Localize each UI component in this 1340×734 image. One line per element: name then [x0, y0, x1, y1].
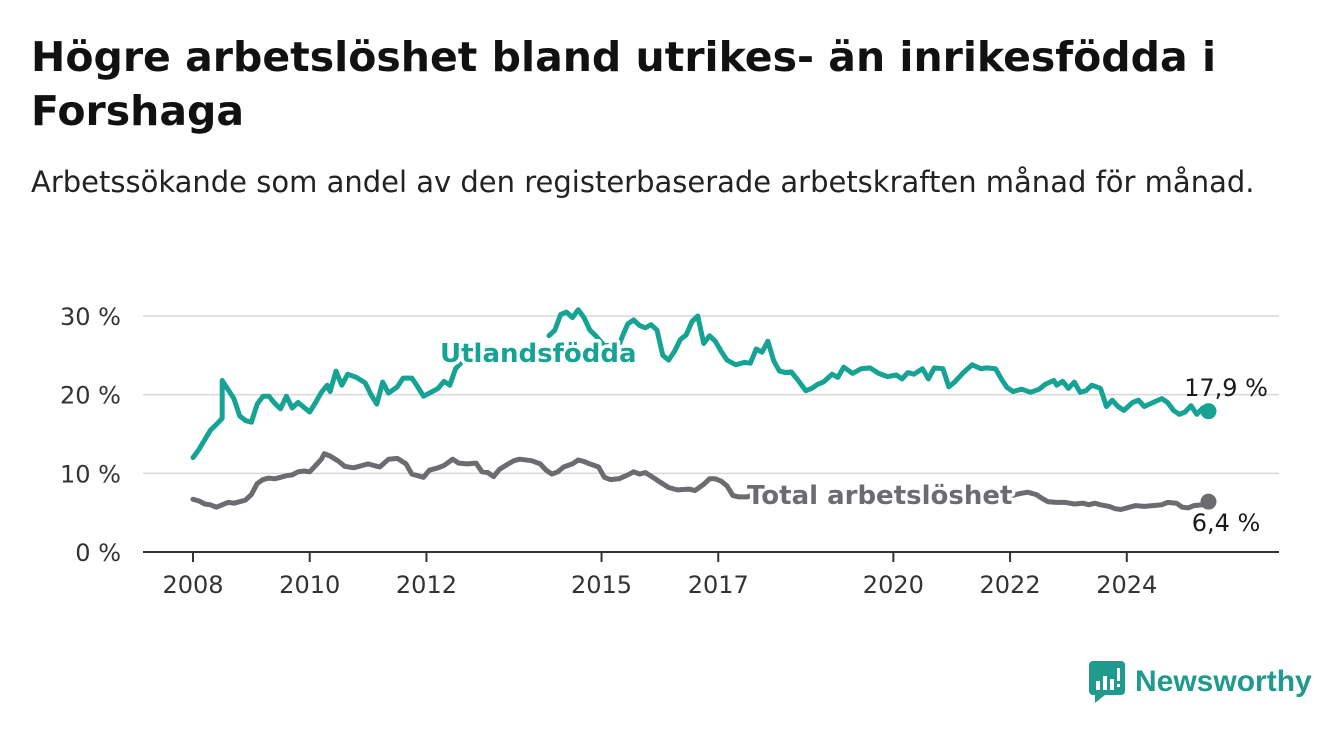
newsworthy-logo[interactable]: Newsworthy	[1089, 660, 1312, 704]
series-lines	[190, 307, 1217, 512]
chart-subtitle: Arbetssökande som andel av den registerb…	[31, 165, 1255, 199]
x-tick-label: 2010	[279, 571, 340, 599]
y-tick-label: 30 %	[60, 303, 121, 331]
gridlines	[143, 315, 1279, 475]
end-point-utlandsfodda	[1200, 403, 1217, 420]
brand-name[interactable]: Newsworthy	[1135, 665, 1312, 698]
end-value-label-utlandsfodda: 17,9 %	[1184, 374, 1268, 402]
x-tick-label: 2012	[396, 571, 457, 599]
series-line-total	[990, 489, 1211, 512]
series-line-total	[190, 451, 774, 510]
y-tick-label: 0 %	[75, 539, 121, 567]
series-label-utlandsfodda: Utlandsfödda	[440, 339, 637, 369]
y-tick-label: 10 %	[60, 460, 121, 488]
series-line-utlandsfodda	[546, 307, 1211, 417]
end-point-total	[1200, 493, 1217, 510]
newsworthy-logo-icon	[1089, 661, 1125, 703]
chart-title: Högre arbetslöshet bland utrikes- än inr…	[31, 33, 1216, 135]
series-labels: Utlandsfödda Total arbetslöshet 17,9 % 6…	[437, 336, 1268, 538]
series-label-total: Total arbetslöshet	[747, 481, 1012, 511]
end-value-label-total: 6,4 %	[1192, 509, 1261, 537]
x-tick-label: 2008	[162, 571, 223, 599]
x-tick-label: 2022	[980, 571, 1041, 599]
x-tick-label: 2015	[571, 571, 632, 599]
x-tick-label: 2017	[688, 571, 749, 599]
axes: 0 % 10 % 20 % 30 % 2008 2010 2012 2015 2017 2020 2…	[60, 303, 1279, 599]
y-tick-label: 20 %	[60, 382, 121, 410]
x-tick-label: 2024	[1096, 571, 1157, 599]
series-line-utlandsfodda	[190, 345, 482, 461]
x-tick-label: 2020	[863, 571, 924, 599]
